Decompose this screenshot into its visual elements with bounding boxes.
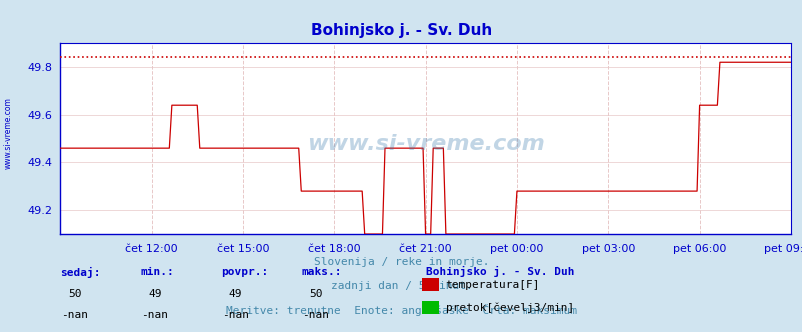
Text: 49: 49 — [148, 289, 161, 299]
Text: 49: 49 — [229, 289, 241, 299]
Text: Bohinjsko j. - Sv. Duh: Bohinjsko j. - Sv. Duh — [310, 23, 492, 38]
Text: maks.:: maks.: — [301, 267, 341, 277]
Text: -nan: -nan — [221, 310, 249, 320]
Text: www.si-vreme.com: www.si-vreme.com — [306, 134, 544, 154]
Text: zadnji dan / 5 minut.: zadnji dan / 5 minut. — [330, 281, 472, 290]
Text: min.:: min.: — [140, 267, 174, 277]
Text: www.si-vreme.com: www.si-vreme.com — [3, 97, 13, 169]
Text: Meritve: trenutne  Enote: anglešaške  Črta: maksimum: Meritve: trenutne Enote: anglešaške Črta… — [225, 304, 577, 316]
Text: -nan: -nan — [141, 310, 168, 320]
Text: povpr.:: povpr.: — [221, 267, 268, 277]
Text: temperatura[F]: temperatura[F] — [445, 280, 540, 290]
Text: Bohinjsko j. - Sv. Duh: Bohinjsko j. - Sv. Duh — [425, 266, 573, 277]
Text: -nan: -nan — [302, 310, 329, 320]
Text: 50: 50 — [309, 289, 322, 299]
Text: 50: 50 — [68, 289, 81, 299]
Text: pretok[čevelj3/min]: pretok[čevelj3/min] — [445, 302, 573, 313]
Text: -nan: -nan — [61, 310, 88, 320]
Text: Slovenija / reke in morje.: Slovenija / reke in morje. — [314, 257, 488, 267]
Text: sedaj:: sedaj: — [60, 267, 100, 278]
